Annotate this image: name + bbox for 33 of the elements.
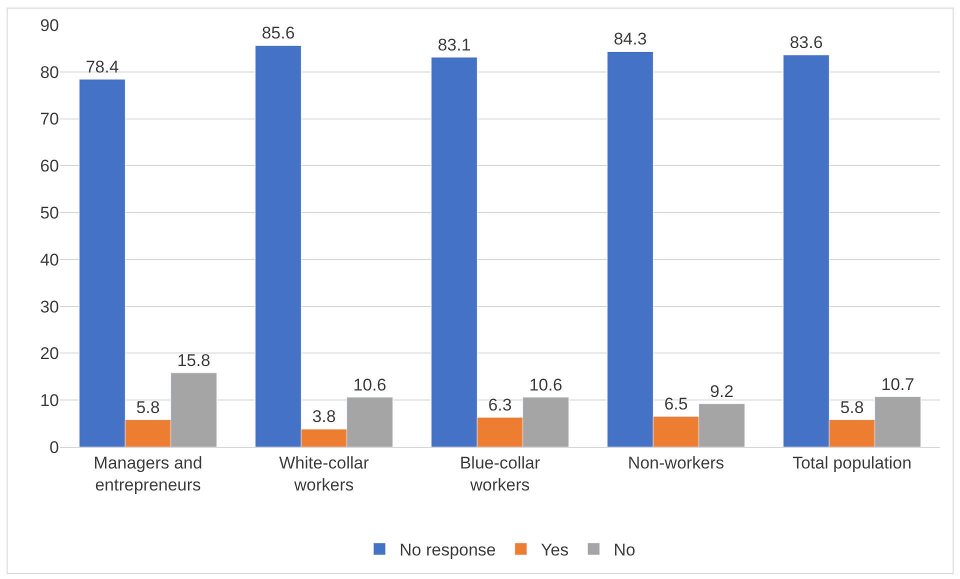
data-label: 6.3: [488, 395, 512, 414]
data-label: 85.6: [262, 24, 295, 43]
y-tick-label: 20: [40, 344, 59, 364]
data-label: 3.8: [312, 407, 336, 426]
data-label: 10.6: [353, 375, 386, 394]
data-label: 15.8: [177, 350, 210, 370]
data-label: 5.8: [840, 398, 864, 417]
data-label: 10.7: [881, 374, 914, 394]
y-tick-label: 50: [40, 204, 59, 223]
data-label: 84.3: [614, 30, 647, 49]
y-tick-label: 60: [40, 156, 59, 176]
y-tick-label: 70: [40, 110, 59, 129]
y-tick-label: 90: [40, 16, 59, 35]
x-tick-label: White-collar workers: [279, 453, 370, 494]
legend-label: Yes: [540, 540, 569, 560]
y-tick-label: 0: [50, 438, 59, 457]
legend-label: No: [614, 540, 636, 560]
data-label: 5.8: [136, 398, 160, 417]
y-tick-label: 80: [40, 62, 59, 82]
x-tick-label: Total population: [792, 453, 912, 472]
data-label: 10.6: [529, 375, 562, 394]
x-tick-label: Blue-collar workers: [460, 453, 540, 494]
data-label: 83.1: [438, 35, 471, 54]
data-label: 78.4: [86, 57, 119, 76]
data-label: 6.5: [664, 394, 688, 414]
x-tick-label: Managers and entrepreneurs: [94, 453, 202, 494]
legend-label: No response: [400, 540, 496, 560]
data-label: 83.6: [790, 33, 823, 52]
y-tick-label: 40: [40, 250, 59, 270]
y-tick-label: 30: [40, 297, 59, 316]
y-tick-label: 10: [40, 391, 59, 410]
data-label: 9.2: [710, 382, 734, 401]
x-tick-label: Non-workers: [628, 453, 724, 472]
